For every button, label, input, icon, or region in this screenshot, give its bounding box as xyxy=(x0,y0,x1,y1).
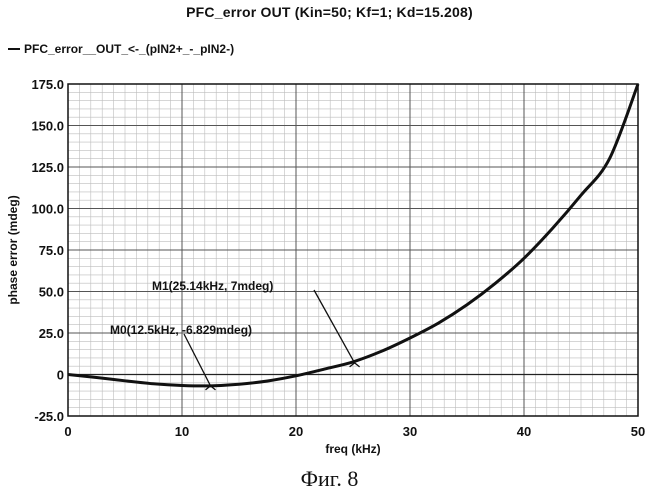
y-tick-label: 50.0 xyxy=(39,285,64,300)
y-axis-ticks: -25.0 0 25.0 50.0 75.0 100.0 125.0 150.0 175.0 xyxy=(31,77,64,424)
y-tick-label: -25.0 xyxy=(34,409,64,424)
x-axis-ticks: 0 10 20 30 40 50 xyxy=(64,424,645,439)
marker-label-m1: M1(25.14kHz, 7mdeg) xyxy=(152,279,273,293)
x-tick-label: 40 xyxy=(517,424,531,439)
x-tick-label: 50 xyxy=(631,424,645,439)
figure-caption: Фиг. 8 xyxy=(0,466,659,492)
y-tick-label: 75.0 xyxy=(39,243,64,258)
y-tick-label: 100.0 xyxy=(31,202,64,217)
plot-area: -25.0025.050.075.0100.0125.0150.0175.0 0… xyxy=(0,0,659,460)
x-tick-label: 10 xyxy=(175,424,189,439)
x-tick-label: 20 xyxy=(289,424,303,439)
y-tick-label: 150.0 xyxy=(31,119,64,134)
y-tick-label: 25.0 xyxy=(39,326,64,341)
marker-leader-m0 xyxy=(184,334,211,386)
y-tick-label: 175.0 xyxy=(31,77,64,92)
marker-label-m0: M0(12.5kHz, -6.829mdeg) xyxy=(110,323,252,337)
x-tick-label: 0 xyxy=(64,424,71,439)
y-axis-label: phase error (mdeg) xyxy=(6,195,20,304)
markers-group: M0(12.5kHz, -6.829mdeg) M1(25.14kHz, 7mde… xyxy=(110,279,360,390)
x-axis-label: freq (kHz) xyxy=(325,442,380,456)
marker-leader-m1 xyxy=(314,290,355,363)
y-tick-label: 125.0 xyxy=(31,160,64,175)
y-tick-label: 0 xyxy=(57,368,64,383)
x-tick-label: 30 xyxy=(403,424,417,439)
